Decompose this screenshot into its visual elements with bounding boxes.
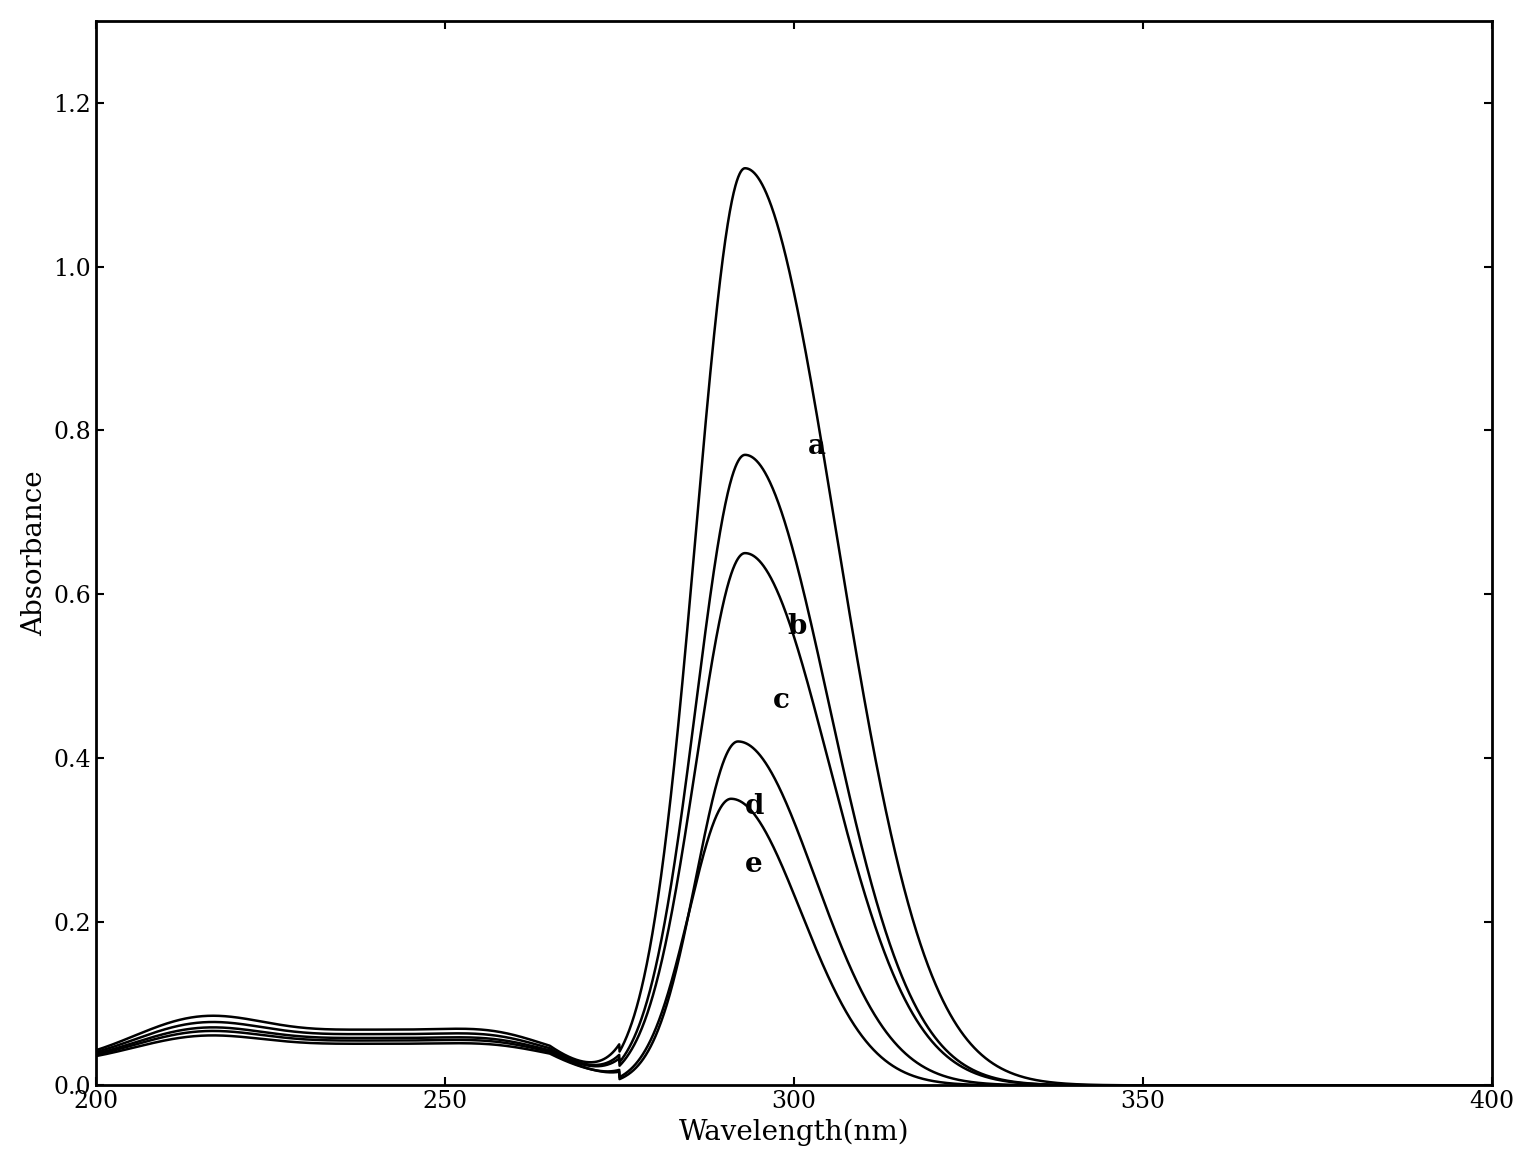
Text: d: d	[744, 794, 764, 820]
Text: b: b	[787, 614, 806, 641]
X-axis label: Wavelength(nm): Wavelength(nm)	[678, 1119, 909, 1146]
Text: e: e	[744, 851, 763, 878]
Text: a: a	[807, 433, 826, 460]
Y-axis label: Absorbance: Absorbance	[21, 470, 48, 636]
Text: c: c	[774, 687, 791, 714]
